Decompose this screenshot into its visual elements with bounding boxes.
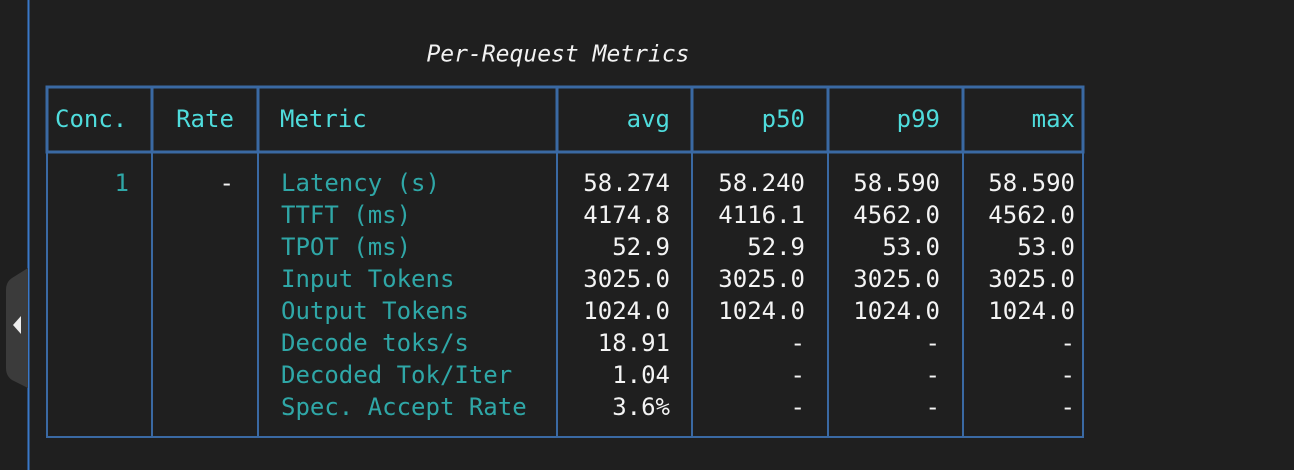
column-header: Conc. [55, 105, 127, 133]
metric-value: 1024.0 [853, 297, 940, 325]
metric-name: Input Tokens [281, 265, 454, 293]
column-header: Metric [280, 105, 367, 133]
metric-value: - [791, 361, 805, 389]
metric-name: Decoded Tok/Iter [281, 361, 512, 389]
metric-value: 1024.0 [718, 297, 805, 325]
metric-value: 1.04 [612, 361, 670, 389]
metric-value: 53.0 [882, 233, 940, 261]
metric-value: 3025.0 [718, 265, 805, 293]
metric-value: - [1061, 361, 1075, 389]
metric-value: 58.274 [583, 169, 670, 197]
column-header: p99 [897, 105, 940, 133]
metric-value: - [926, 393, 940, 421]
collapse-arrow [13, 316, 21, 334]
metric-value: - [791, 329, 805, 357]
metric-value: 58.240 [718, 169, 805, 197]
metric-value: - [1061, 329, 1075, 357]
metric-value: - [1061, 393, 1075, 421]
metric-value: 4562.0 [853, 201, 940, 229]
column-header: Rate [176, 105, 234, 133]
metric-value: 3025.0 [988, 265, 1075, 293]
metric-value: 3025.0 [583, 265, 670, 293]
metric-value: 3.6% [612, 393, 670, 421]
metric-value: 1024.0 [583, 297, 670, 325]
metric-value: 58.590 [853, 169, 940, 197]
metric-value: 4174.8 [583, 201, 670, 229]
metric-value: 4116.1 [718, 201, 805, 229]
column-header: max [1032, 105, 1075, 133]
column-header: avg [627, 105, 670, 133]
metric-name: Spec. Accept Rate [281, 393, 527, 421]
metric-value: 52.9 [747, 233, 805, 261]
metric-value: 52.9 [612, 233, 670, 261]
metric-value: 3025.0 [853, 265, 940, 293]
metric-value: - [926, 361, 940, 389]
metric-name: Latency (s) [281, 169, 440, 197]
metric-name: Output Tokens [281, 297, 469, 325]
table-title: Per-Request Metrics [426, 42, 689, 68]
metric-value: 58.590 [988, 169, 1075, 197]
metric-value: 53.0 [1017, 233, 1075, 261]
metric-value: - [926, 329, 940, 357]
metric-value: - [791, 393, 805, 421]
metric-name: TPOT (ms) [281, 233, 411, 261]
metric-name: Decode toks/s [281, 329, 469, 357]
table-grid [45, 85, 1085, 438]
metric-value: 4562.0 [988, 201, 1075, 229]
concurrency-cell: 1 [115, 169, 129, 197]
column-header: p50 [762, 105, 805, 133]
metric-value: 1024.0 [988, 297, 1075, 325]
metric-name: TTFT (ms) [281, 201, 411, 229]
rate-cell: - [220, 169, 234, 197]
metric-value: 18.91 [598, 329, 670, 357]
